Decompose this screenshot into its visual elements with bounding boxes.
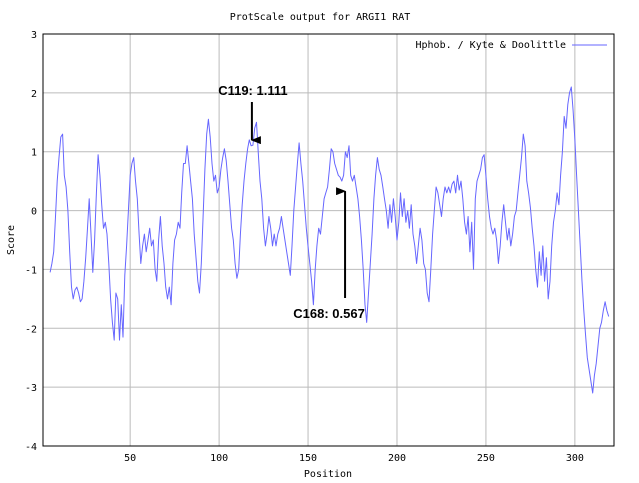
x-tick-label: 200 [388, 453, 406, 464]
chart-title: ProtScale output for ARGI1 RAT [230, 12, 411, 23]
y-tick-label: -1 [25, 265, 37, 276]
y-axis-label: Score [6, 225, 17, 255]
y-tick-label: -2 [25, 324, 37, 335]
x-tick-label: 100 [210, 453, 228, 464]
y-tick-label: 3 [31, 30, 37, 41]
plot-frame [42, 33, 615, 447]
legend: Hphob. / Kyte & Doolittle [415, 40, 607, 51]
x-tick-label: 300 [566, 453, 584, 464]
annotation-label: C119: 1.111 [218, 83, 287, 98]
y-tick-label: 1 [31, 148, 37, 159]
series-line [49, 86, 610, 394]
y-tick-label: -4 [25, 442, 37, 453]
x-tick-label: 50 [124, 453, 136, 464]
legend-label: Hphob. / Kyte & Doolittle [415, 40, 566, 51]
x-axis-ticks: 50 100 150 200 250 300 [124, 453, 584, 464]
y-tick-label: 2 [31, 89, 37, 100]
annotation-layer: C119: 1.111 C168: 0.567 [218, 83, 365, 321]
y-axis-ticks: -4 -3 -2 -1 0 1 2 3 [25, 30, 37, 453]
series-layer [49, 86, 610, 394]
y-tick-label: -3 [25, 383, 37, 394]
x-axis-label: Position [304, 469, 352, 480]
annotation-label: C168: 0.567 [293, 306, 365, 321]
x-tick-label: 250 [477, 453, 495, 464]
grid-lines [43, 33, 614, 447]
x-tick-label: 150 [299, 453, 317, 464]
y-tick-label: 0 [31, 207, 37, 218]
